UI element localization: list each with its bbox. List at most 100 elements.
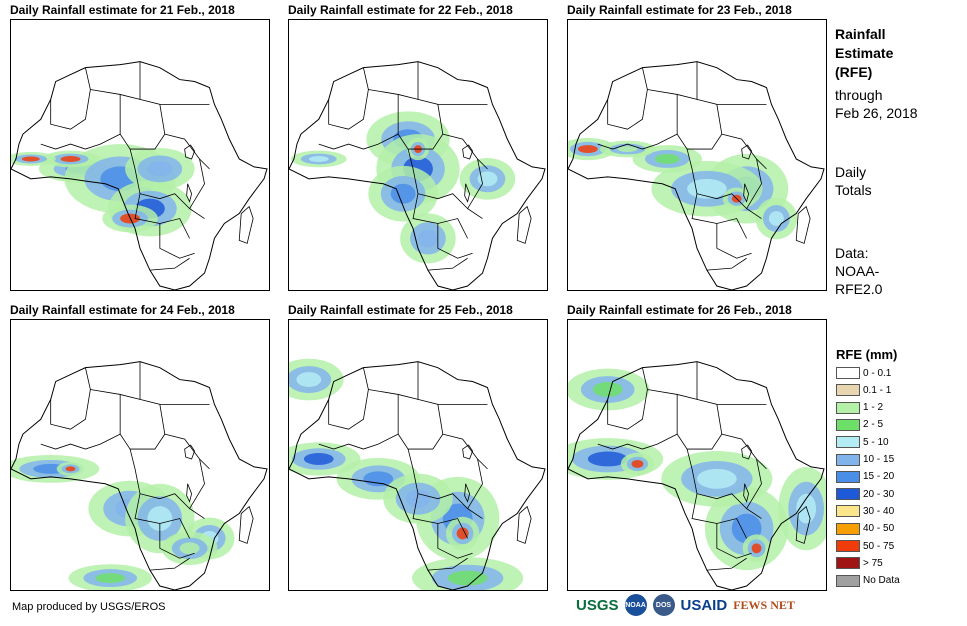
- rainfall-area: [697, 468, 737, 489]
- rainfall-map: [567, 319, 827, 591]
- country-border: [119, 94, 166, 150]
- rainfall-area: [751, 543, 762, 554]
- rainfall-area: [768, 211, 784, 226]
- country-border: [189, 158, 205, 219]
- legend-swatch: [836, 557, 860, 570]
- country-border: [149, 557, 190, 571]
- rfe-heading-line3: (RFE): [835, 64, 873, 80]
- rainfall-map: [10, 19, 270, 291]
- africa-map-svg: [289, 358, 546, 590]
- africa-coastline: [289, 361, 546, 590]
- country-border: [716, 523, 752, 559]
- legend-label: 15 - 20: [863, 471, 895, 483]
- country-border: [427, 557, 468, 571]
- rfe-heading-line1: Rainfall: [835, 26, 886, 42]
- rainfall-map: [288, 319, 548, 591]
- country-border: [647, 61, 698, 100]
- country-border: [164, 433, 210, 470]
- rainfall-area: [617, 146, 638, 153]
- legend-item: 50 - 75: [836, 539, 894, 553]
- rainfall-map: [10, 319, 270, 591]
- country-border: [328, 367, 369, 430]
- africa-map-svg: [11, 61, 268, 290]
- legend-swatch: [836, 522, 860, 535]
- legend-item: 0 - 0.1: [836, 366, 891, 380]
- water-outline: [741, 444, 753, 460]
- rainfall-area: [587, 451, 628, 467]
- usgs-logo: USGS: [576, 596, 619, 614]
- rainfall-area: [308, 155, 329, 162]
- country-border: [50, 67, 91, 130]
- country-border: [119, 394, 166, 450]
- legend-swatch: [836, 401, 860, 414]
- country-border: [442, 133, 488, 170]
- totals-line1: Daily: [835, 164, 867, 180]
- totals-line2: Totals: [835, 182, 872, 198]
- logo-strip: USGS NOAA DOS USAID FEWS NET: [576, 594, 795, 616]
- water-outline: [184, 444, 196, 460]
- country-border: [368, 61, 419, 100]
- africa-coastline: [289, 61, 546, 290]
- country-border: [467, 158, 483, 219]
- country-border: [597, 433, 678, 450]
- country-border: [686, 448, 747, 509]
- rainfall-area: [363, 471, 394, 487]
- legend-label: 2 - 5: [863, 419, 884, 431]
- legend-label: 0.1 - 1: [863, 384, 892, 396]
- water-outline: [516, 205, 532, 244]
- rainfall-map: [567, 19, 827, 291]
- dos-seal-logo: DOS: [652, 594, 675, 616]
- rainfall-area: [65, 466, 76, 472]
- africa-map-svg: [568, 61, 825, 290]
- legend-swatch: [836, 540, 860, 552]
- legend-swatch: [836, 367, 860, 379]
- water-outline: [184, 144, 196, 160]
- legend-item: 20 - 30: [836, 487, 894, 501]
- country-border: [721, 433, 767, 470]
- map-title: Daily Rainfall estimate for 22 Feb., 201…: [288, 3, 513, 17]
- country-border: [437, 523, 473, 559]
- africa-map-svg: [11, 361, 268, 590]
- legend-item: > 75: [836, 556, 883, 570]
- rainfall-area: [147, 161, 173, 177]
- legend-swatch: [836, 384, 860, 397]
- country-border: [686, 148, 747, 209]
- legend-label: > 75: [863, 557, 883, 569]
- country-border: [716, 223, 752, 259]
- legend-swatch: [836, 505, 860, 518]
- legend-label: 0 - 0.1: [863, 367, 892, 379]
- country-border: [50, 367, 91, 430]
- legend-item: 2 - 5: [836, 418, 883, 432]
- legend-label: 10 - 15: [863, 454, 895, 465]
- rfe-heading-line2: Estimate: [835, 45, 894, 61]
- rainfall-area: [447, 570, 488, 586]
- country-border: [90, 361, 141, 400]
- water-outline: [186, 483, 193, 503]
- legend-label: 1 - 2: [863, 402, 884, 414]
- africa-coastline: [568, 61, 825, 290]
- country-border: [149, 257, 190, 271]
- usaid-logo: USAID: [680, 596, 728, 614]
- legend-swatch: [836, 418, 860, 431]
- legend-swatch: [836, 453, 860, 466]
- legend-title: RFE (mm): [836, 347, 898, 362]
- rainfall-area: [796, 493, 817, 524]
- country-border: [40, 433, 121, 450]
- legend-item: 1 - 2: [836, 401, 883, 415]
- country-border: [407, 148, 468, 209]
- country-border: [597, 133, 678, 150]
- country-border: [40, 133, 121, 150]
- water-outline: [186, 183, 193, 203]
- country-border: [129, 148, 190, 209]
- country-border: [676, 394, 723, 450]
- map-title: Daily Rainfall estimate for 23 Feb., 201…: [567, 3, 792, 17]
- rainfall-area: [577, 145, 598, 154]
- rainfall-area: [654, 154, 680, 164]
- water-outline: [238, 205, 254, 244]
- country-border: [467, 458, 483, 519]
- water-outline: [464, 483, 471, 503]
- rainfall-area: [60, 155, 81, 162]
- rainfall-area: [95, 573, 126, 584]
- country-border: [164, 133, 210, 170]
- legend-item: 10 - 15: [836, 453, 894, 467]
